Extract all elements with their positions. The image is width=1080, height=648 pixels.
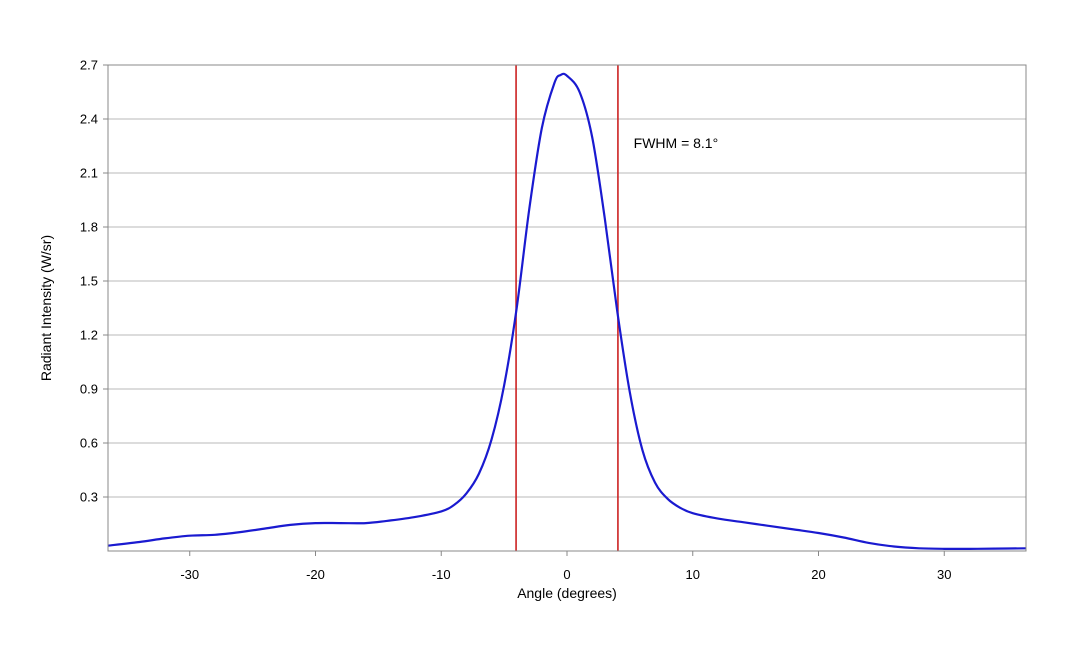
x-tick-label: -20: [306, 567, 325, 582]
intensity-series-line: [107, 72, 1027, 550]
x-tick-label: 0: [563, 567, 570, 582]
x-tick-label: 20: [811, 567, 825, 582]
y-axis-ticks: 0.3 0.6 0.9 1.2 1.5 1.8 2.1 2.4 2.7: [80, 58, 108, 505]
y-tick-label: 1.8: [80, 220, 98, 235]
y-tick-label: 2.1: [80, 166, 98, 181]
plot-content: [107, 65, 1027, 551]
y-tick-label: 1.2: [80, 328, 98, 343]
x-axis-title: Angle (degrees): [517, 585, 617, 601]
y-tick-label: 0.3: [80, 490, 98, 505]
y-tick-label: 0.6: [80, 436, 98, 451]
fwhm-annotation: FWHM = 8.1°: [634, 135, 719, 151]
x-tick-label: -30: [180, 567, 199, 582]
x-tick-label: 10: [686, 567, 700, 582]
x-tick-label: -10: [432, 567, 451, 582]
y-tick-label: 1.5: [80, 274, 98, 289]
y-axis-title: Radiant Intensity (W/sr): [38, 235, 54, 381]
x-axis-ticks: -30 -20 -10 0 10 20 30: [180, 551, 951, 582]
y-tick-label: 2.4: [80, 112, 98, 127]
y-tick-label: 2.7: [80, 58, 98, 73]
y-tick-label: 0.9: [80, 382, 98, 397]
gridlines: [108, 64, 1026, 498]
x-tick-label: 30: [937, 567, 951, 582]
plot-frame: [107, 64, 1027, 552]
